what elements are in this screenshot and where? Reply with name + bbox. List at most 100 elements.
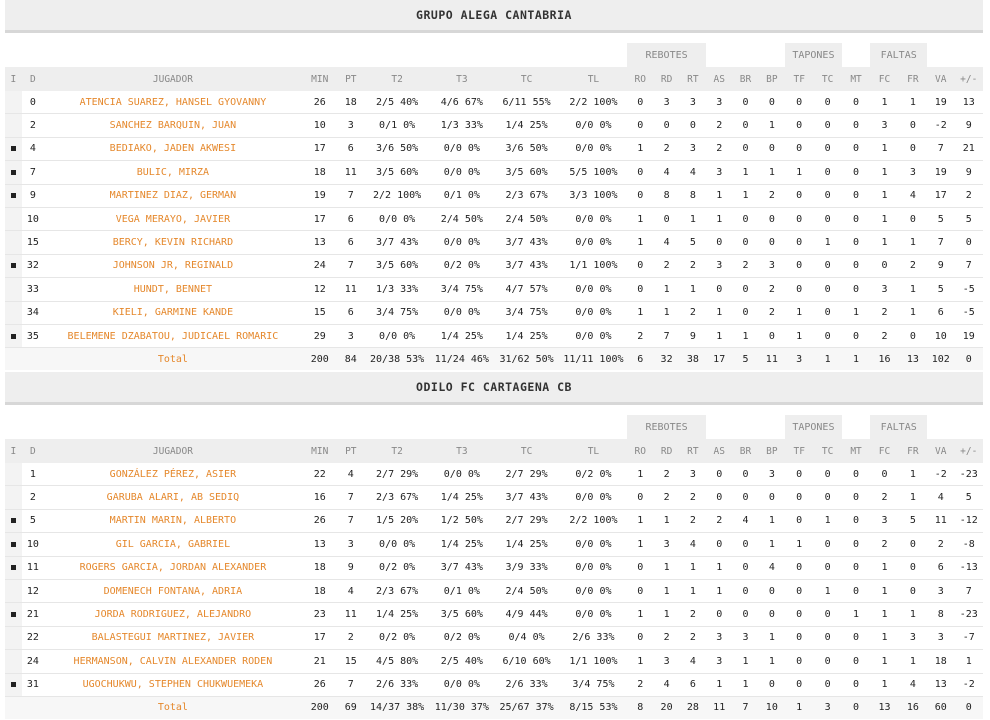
column-header[interactable]: RO: [627, 439, 654, 463]
player-name-link[interactable]: JOHNSON JR, REGINALD: [43, 254, 302, 279]
stat-cell: 0: [841, 137, 871, 162]
column-header[interactable]: PT: [337, 67, 364, 91]
player-name-link[interactable]: BEDIAKO, JADEN AKWESI: [43, 137, 302, 162]
player-row: 33 HUNDT, BENNET 12 11 1/3 33% 3/4 75% 4/7 57%…: [5, 277, 983, 302]
column-header[interactable]: TC: [813, 67, 842, 91]
player-name-link[interactable]: BULIC, MIRZA: [43, 160, 302, 185]
column-header[interactable]: T3: [430, 439, 494, 463]
player-name-link[interactable]: VEGA MERAYO, JAVIER: [43, 207, 302, 232]
player-row: 22 BALASTEGUI MARTINEZ, JAVIER 17 2 0/2 0% 0/…: [5, 626, 983, 651]
player-name-link[interactable]: MARTINEZ DIAZ, GERMAN: [43, 184, 302, 208]
player-row: 7 BULIC, MIRZA 18 11 3/5 60% 0/0 0% 3/5 60% 5/5…: [5, 160, 983, 185]
player-name-link[interactable]: JORDA RODRIGUEZ, ALEJANDRO: [43, 602, 302, 627]
player-name-link[interactable]: MARTIN MARIN, ALBERTO: [43, 509, 302, 534]
stat-cell: 0: [784, 602, 814, 627]
column-header[interactable]: FR: [898, 439, 928, 463]
column-header[interactable]: TL: [559, 439, 628, 463]
column-header[interactable]: RT: [679, 67, 707, 91]
stat-cell: 0: [784, 184, 814, 208]
column-header[interactable]: T3: [430, 67, 494, 91]
stat-cell: 0/0 0%: [559, 556, 628, 580]
column-header[interactable]: I: [5, 67, 22, 91]
starter-bullet-icon: [10, 193, 16, 199]
column-header[interactable]: MT: [841, 439, 871, 463]
stat-cell: 9: [954, 160, 983, 185]
stat-cell: 3: [898, 160, 928, 185]
stat-cell: 1: [870, 207, 899, 232]
column-header[interactable]: VA: [927, 439, 955, 463]
stat-cell: 0: [813, 184, 842, 208]
column-header[interactable]: I: [5, 439, 22, 463]
column-header[interactable]: TL: [559, 67, 628, 91]
stat-cell: 0: [679, 113, 707, 138]
stat-cell: 3: [927, 579, 955, 604]
column-header[interactable]: TF: [784, 439, 814, 463]
player-name-link[interactable]: ROGERS GARCIA, JORDAN ALEXANDER: [43, 556, 302, 580]
column-header[interactable]: BR: [732, 439, 759, 463]
column-header[interactable]: TC: [493, 439, 560, 463]
group-spacer: [842, 43, 870, 67]
total-stat-cell: 3: [784, 347, 814, 371]
stat-cell: 0: [627, 91, 654, 115]
stat-cell: 0: [841, 673, 871, 697]
starter-cell: [5, 485, 22, 510]
column-header[interactable]: TC: [493, 67, 560, 91]
column-header[interactable]: AS: [706, 67, 733, 91]
player-row: 35 BELEMENE DZABATOU, JUDICAEL ROMARIC 29 3…: [5, 324, 983, 349]
column-header[interactable]: RD: [653, 439, 680, 463]
team-title: GRUPO ALEGA CANTABRIA: [5, 0, 983, 33]
player-name-link[interactable]: GIL GARCIA, GABRIEL: [43, 532, 302, 557]
column-header[interactable]: RO: [627, 67, 654, 91]
column-header[interactable]: BR: [732, 67, 759, 91]
stat-cell: 18: [337, 91, 364, 115]
stat-cell: 13: [301, 230, 338, 255]
player-name-link[interactable]: BELEMENE DZABATOU, JUDICAEL ROMARIC: [43, 324, 302, 349]
column-header[interactable]: FR: [898, 67, 928, 91]
column-header[interactable]: AS: [706, 439, 733, 463]
column-header[interactable]: T2: [363, 67, 431, 91]
column-header[interactable]: MIN: [301, 67, 338, 91]
column-header[interactable]: TC: [813, 439, 842, 463]
column-header[interactable]: +/-: [954, 67, 983, 91]
player-name-link[interactable]: GARUBA ALARI, AB SEDIQ: [43, 485, 302, 510]
stat-cell: 9: [954, 113, 983, 138]
stat-cell: 3: [706, 91, 733, 115]
column-header[interactable]: BP: [758, 439, 785, 463]
player-name-link[interactable]: BERCY, KEVIN RICHARD: [43, 230, 302, 255]
player-name-link[interactable]: ATENCIA SUAREZ, HANSEL GYOVANNY: [43, 91, 302, 115]
player-name-link[interactable]: BALASTEGUI MARTINEZ, JAVIER: [43, 626, 302, 651]
player-name-link[interactable]: KIELI, GARMINE KANDE: [43, 301, 302, 325]
stat-cell: 3: [758, 463, 785, 487]
column-header[interactable]: TF: [784, 67, 814, 91]
player-name-link[interactable]: SANCHEZ BARQUIN, JUAN: [43, 113, 302, 138]
column-header[interactable]: +/-: [954, 439, 983, 463]
total-stat-cell: 200: [301, 347, 338, 371]
stat-cell: 1: [679, 207, 707, 232]
column-header[interactable]: FC: [870, 439, 899, 463]
column-header[interactable]: JUGADOR: [43, 67, 302, 91]
player-name-link[interactable]: HERMANSON, CALVIN ALEXANDER RODEN: [43, 649, 302, 674]
column-header[interactable]: RT: [679, 439, 707, 463]
column-header[interactable]: JUGADOR: [43, 439, 302, 463]
player-name-link[interactable]: UGOCHUKWU, STEPHEN CHUKWUEMEKA: [43, 673, 302, 697]
player-name-link[interactable]: DOMENECH FONTANA, ADRIA: [43, 579, 302, 604]
column-header[interactable]: D: [21, 67, 44, 91]
stat-cell: 2/6 33%: [559, 626, 628, 651]
column-header[interactable]: BP: [758, 67, 785, 91]
dorsal-cell: 24: [21, 649, 44, 674]
column-header-row: I D JUGADOR MIN PT T2 T3 TC TL RO RD RT AS BR BP TF TC MT…: [5, 67, 983, 91]
column-header[interactable]: VA: [927, 67, 955, 91]
column-header[interactable]: PT: [337, 439, 364, 463]
player-name-link[interactable]: HUNDT, BENNET: [43, 277, 302, 302]
group-spacer: [927, 415, 983, 439]
column-header[interactable]: T2: [363, 439, 431, 463]
column-header-row: I D JUGADOR MIN PT T2 T3 TC TL RO RD RT AS BR BP TF TC MT…: [5, 439, 983, 463]
player-name-link[interactable]: GONZÁLEZ PÉREZ, ASIER: [43, 463, 302, 487]
starter-cell: [5, 649, 22, 674]
column-header[interactable]: MIN: [301, 439, 338, 463]
column-header[interactable]: D: [21, 439, 44, 463]
stat-cell: 3/7 43%: [430, 556, 494, 580]
column-header[interactable]: RD: [653, 67, 680, 91]
column-header[interactable]: MT: [841, 67, 871, 91]
column-header[interactable]: FC: [870, 67, 899, 91]
